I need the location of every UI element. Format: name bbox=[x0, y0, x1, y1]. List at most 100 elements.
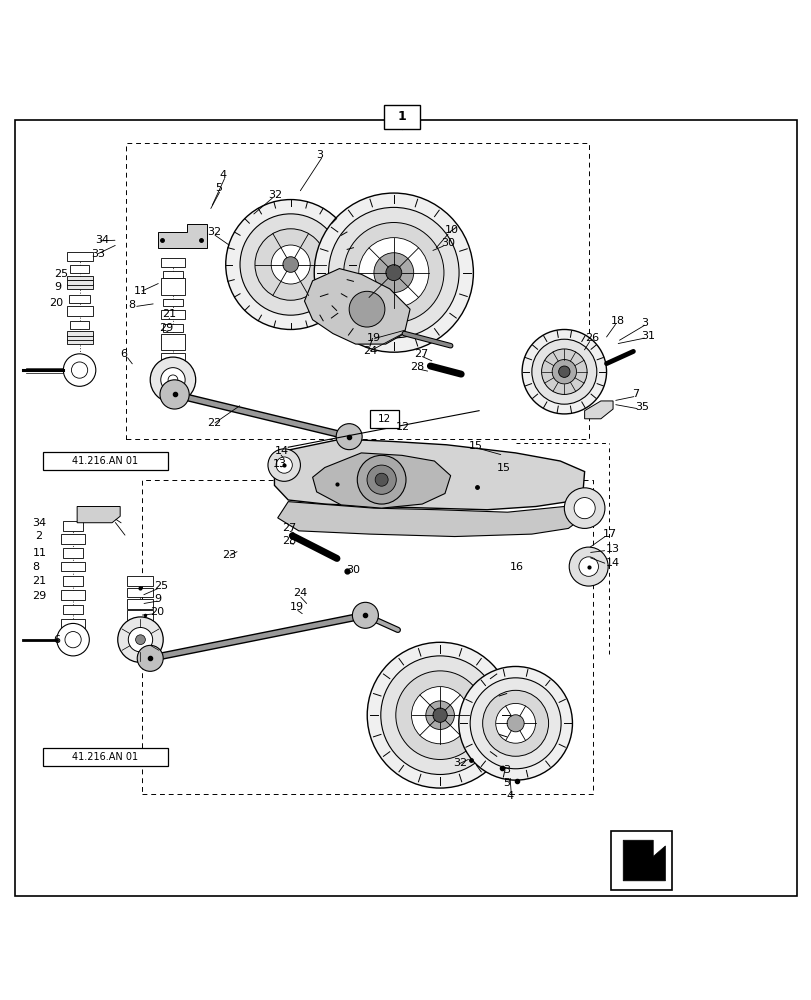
Circle shape bbox=[495, 703, 535, 743]
Circle shape bbox=[482, 690, 548, 756]
Bar bbox=[163, 299, 182, 306]
Circle shape bbox=[63, 354, 96, 386]
Bar bbox=[61, 590, 85, 600]
Bar bbox=[127, 599, 153, 609]
Text: 35: 35 bbox=[634, 402, 648, 412]
Text: 27: 27 bbox=[282, 523, 297, 533]
Circle shape bbox=[458, 666, 572, 780]
Bar bbox=[161, 310, 185, 319]
Circle shape bbox=[521, 329, 606, 414]
Bar bbox=[67, 284, 92, 289]
Text: 24: 24 bbox=[293, 588, 307, 598]
Polygon shape bbox=[584, 401, 612, 419]
Circle shape bbox=[71, 362, 88, 378]
Circle shape bbox=[385, 265, 401, 281]
Circle shape bbox=[240, 214, 341, 315]
Text: 6: 6 bbox=[120, 349, 127, 359]
Text: 34: 34 bbox=[32, 518, 46, 528]
Text: 25: 25 bbox=[154, 581, 168, 591]
Text: 13: 13 bbox=[605, 544, 619, 554]
Bar bbox=[67, 331, 92, 336]
Circle shape bbox=[57, 623, 89, 656]
Circle shape bbox=[65, 632, 81, 648]
Text: 21: 21 bbox=[162, 309, 176, 319]
Circle shape bbox=[118, 617, 163, 662]
Text: 5: 5 bbox=[215, 183, 222, 193]
Bar bbox=[127, 610, 153, 620]
Bar bbox=[163, 324, 182, 332]
Circle shape bbox=[558, 366, 569, 377]
Circle shape bbox=[395, 671, 484, 759]
Polygon shape bbox=[623, 840, 665, 881]
Text: 2: 2 bbox=[35, 531, 42, 541]
Text: 3: 3 bbox=[316, 150, 324, 160]
Text: 14: 14 bbox=[274, 446, 288, 456]
Bar bbox=[383, 105, 420, 129]
Circle shape bbox=[282, 257, 298, 272]
Text: 33: 33 bbox=[91, 249, 105, 259]
Text: 22: 22 bbox=[207, 418, 221, 428]
Text: 5: 5 bbox=[503, 778, 510, 788]
Circle shape bbox=[168, 375, 178, 385]
Text: 12: 12 bbox=[377, 414, 391, 424]
Text: 23: 23 bbox=[222, 550, 236, 560]
Circle shape bbox=[336, 424, 362, 450]
Bar bbox=[70, 321, 89, 329]
Bar bbox=[67, 339, 92, 344]
Text: 10: 10 bbox=[444, 225, 458, 235]
Bar bbox=[67, 252, 92, 261]
Circle shape bbox=[160, 380, 189, 409]
Text: 29: 29 bbox=[32, 591, 47, 601]
Circle shape bbox=[470, 678, 560, 769]
Circle shape bbox=[352, 602, 378, 628]
Circle shape bbox=[551, 360, 576, 384]
Bar bbox=[163, 271, 182, 278]
Text: 26: 26 bbox=[584, 333, 598, 343]
Text: 29: 29 bbox=[159, 323, 174, 333]
Text: 9: 9 bbox=[154, 594, 161, 604]
Circle shape bbox=[506, 715, 524, 732]
Bar bbox=[61, 619, 85, 628]
Bar bbox=[69, 295, 90, 303]
Polygon shape bbox=[77, 506, 120, 523]
Bar bbox=[63, 548, 83, 558]
Text: 19: 19 bbox=[290, 602, 303, 612]
Text: 8: 8 bbox=[32, 562, 40, 572]
Text: 8: 8 bbox=[128, 300, 135, 310]
Circle shape bbox=[357, 455, 406, 504]
Bar bbox=[161, 258, 185, 267]
Bar bbox=[63, 521, 83, 531]
Polygon shape bbox=[274, 439, 584, 510]
Text: 11: 11 bbox=[134, 286, 148, 296]
Text: 3: 3 bbox=[641, 318, 648, 328]
Circle shape bbox=[343, 223, 444, 323]
Circle shape bbox=[349, 291, 384, 327]
Bar bbox=[370, 410, 398, 428]
Bar bbox=[610, 831, 671, 890]
Bar bbox=[161, 278, 185, 295]
Bar bbox=[67, 276, 92, 280]
Circle shape bbox=[541, 349, 586, 394]
Bar bbox=[63, 632, 83, 641]
Text: 15: 15 bbox=[468, 441, 482, 451]
Bar bbox=[161, 334, 185, 350]
Text: 34: 34 bbox=[95, 235, 109, 245]
Text: 13: 13 bbox=[272, 459, 286, 469]
Circle shape bbox=[432, 708, 447, 722]
Circle shape bbox=[225, 200, 355, 329]
Bar bbox=[67, 335, 92, 340]
Bar bbox=[127, 576, 153, 586]
Text: 18: 18 bbox=[610, 316, 624, 326]
Circle shape bbox=[358, 238, 428, 308]
Text: 7: 7 bbox=[631, 389, 638, 399]
Circle shape bbox=[367, 642, 513, 788]
Circle shape bbox=[135, 635, 145, 645]
Circle shape bbox=[271, 245, 310, 284]
Text: 25: 25 bbox=[54, 269, 68, 279]
Circle shape bbox=[380, 656, 499, 774]
Bar bbox=[127, 588, 153, 597]
Circle shape bbox=[425, 701, 454, 729]
Circle shape bbox=[564, 488, 604, 528]
Circle shape bbox=[161, 368, 185, 392]
Bar bbox=[161, 353, 185, 368]
